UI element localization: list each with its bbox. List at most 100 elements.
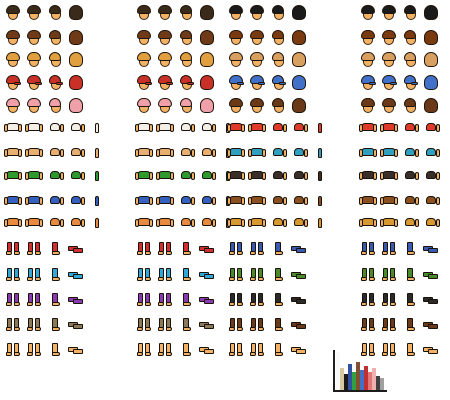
hair	[382, 30, 396, 39]
head-sprite-pink-hair-afro	[5, 98, 21, 116]
shirt	[50, 218, 60, 226]
shirt	[95, 196, 99, 206]
legs-sprite-khaki-pants	[136, 318, 152, 332]
arm	[60, 124, 64, 132]
legs-sprite-purple-pants	[423, 293, 439, 307]
shoe	[183, 302, 191, 306]
cap-brim	[166, 82, 173, 85]
hair	[292, 52, 306, 67]
shoe	[229, 251, 235, 255]
legs-sprite-cyan-pants	[360, 268, 376, 282]
cap-crown	[27, 75, 41, 84]
shoe	[229, 302, 235, 306]
hair	[6, 30, 20, 39]
shoe	[382, 302, 388, 306]
torso-sprite-orange-shirt	[423, 215, 440, 229]
palette-swatch	[352, 372, 356, 390]
legs-sprite-cyan-pants	[199, 268, 215, 282]
head-sprite-dark-hair	[5, 5, 21, 23]
arm	[60, 219, 64, 227]
legs-sprite-khaki-pants	[402, 318, 418, 332]
shirt	[95, 218, 99, 228]
shoe	[166, 327, 172, 331]
legs-sprite-cyan-pants	[26, 268, 42, 282]
head-sprite-blonde-hair	[47, 52, 63, 70]
shoe	[369, 302, 375, 306]
arm	[4, 219, 8, 227]
arm	[283, 172, 287, 180]
cap-crown	[250, 75, 264, 84]
legs-sprite-red-pants	[228, 242, 244, 256]
legs-sprite-cyan-pants	[5, 268, 21, 282]
arm	[241, 172, 245, 180]
shoe	[35, 302, 41, 306]
leg	[296, 349, 306, 354]
torso-sprite-orange-shirt	[89, 215, 105, 229]
legs-sprite-purple-pants	[402, 293, 418, 307]
head-sprite-blonde-hair	[199, 52, 215, 70]
shirt	[50, 148, 60, 156]
head-sprite-dark-hair	[249, 5, 265, 23]
hair	[27, 5, 41, 14]
head-sprite-cap	[249, 75, 265, 93]
shirt	[95, 148, 99, 158]
shoe	[52, 277, 60, 281]
hair	[229, 98, 243, 107]
hair	[6, 98, 20, 107]
arm	[170, 149, 174, 157]
shirt	[202, 148, 212, 156]
torso-sprite-tan-shirt	[4, 145, 22, 159]
torso-sprite-blue-shirt	[47, 193, 64, 207]
torso-sprite-orange-shirt	[199, 215, 216, 229]
legs-sprite-khaki-pants	[381, 318, 397, 332]
shoe	[369, 277, 375, 281]
shirt	[71, 123, 81, 131]
leg	[296, 299, 306, 304]
shoe	[6, 327, 12, 331]
shoe	[183, 352, 191, 356]
palette-swatch	[336, 352, 340, 390]
hair	[424, 98, 438, 113]
head-sprite-cap	[157, 75, 173, 93]
arm	[212, 172, 216, 180]
shoe	[407, 327, 415, 331]
hair	[27, 98, 41, 107]
head-sprite-pink-hair-afro	[178, 98, 194, 116]
hair	[272, 52, 284, 61]
arm	[359, 197, 363, 205]
shirt	[405, 218, 415, 226]
torso-sprite-blue-shirt	[199, 193, 216, 207]
shirt	[181, 123, 191, 131]
cap-brim	[56, 82, 63, 85]
arm	[25, 219, 29, 227]
cap-crown	[180, 75, 192, 84]
arm	[18, 219, 22, 227]
head-sprite-brown-hair	[199, 30, 215, 48]
head-sprite-cap	[360, 75, 376, 93]
head-sprite-blonde-hair	[178, 52, 194, 70]
legs-sprite-purple-pants	[136, 293, 152, 307]
torso-sprite-green-shirt	[380, 168, 398, 182]
head-sprite-brown-hair	[381, 30, 397, 48]
shoe	[275, 327, 283, 331]
head-sprite-dark-hair	[136, 5, 152, 23]
legs-sprite-khaki-pants	[47, 318, 63, 332]
torso-sprite-orange-shirt	[380, 215, 398, 229]
arm	[135, 149, 139, 157]
hair	[69, 98, 83, 113]
arm	[394, 172, 398, 180]
arm	[380, 149, 384, 157]
torso-sprite-white-shirt	[47, 120, 64, 134]
leg	[296, 248, 306, 253]
arm	[415, 197, 419, 205]
shirt	[426, 196, 436, 204]
hair	[424, 5, 438, 20]
shoe	[27, 251, 33, 255]
leg	[428, 349, 438, 354]
arm	[156, 172, 160, 180]
torso-sprite-orange-shirt	[402, 215, 419, 229]
shoe	[258, 302, 264, 306]
arm	[212, 197, 216, 205]
shoe	[14, 352, 20, 356]
legs-sprite-bare-legs	[68, 343, 84, 357]
